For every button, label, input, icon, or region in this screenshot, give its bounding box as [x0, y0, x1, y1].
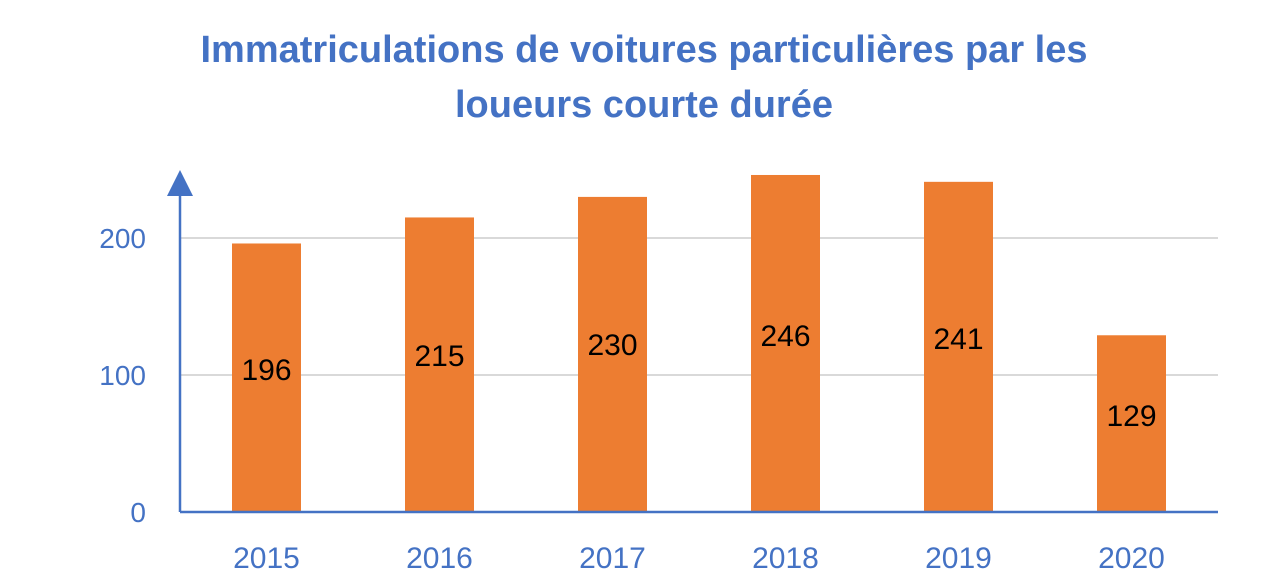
y-tick-labels: 0 100 200 [99, 223, 146, 528]
bar-2016 [405, 217, 474, 512]
data-label-2016: 215 [414, 340, 464, 373]
data-label-2019: 241 [933, 323, 983, 356]
y-tick-label-0: 0 [130, 497, 146, 528]
x-tick-label-2018: 2018 [752, 542, 819, 575]
data-label-2015: 196 [241, 354, 291, 387]
bar-2019 [924, 181, 993, 512]
gridlines [180, 237, 1218, 376]
y-axis-arrow-icon [167, 170, 193, 196]
bar-2017 [578, 196, 647, 512]
data-label-2020: 129 [1106, 400, 1156, 433]
x-tick-label-2015: 2015 [233, 542, 300, 575]
chart-title-line-2: loueurs courte durée [455, 84, 833, 126]
axes [167, 170, 1218, 514]
bar-2015 [232, 243, 301, 513]
data-labels: 196 215 230 246 241 129 [241, 320, 1156, 433]
y-tick-label-200: 200 [99, 223, 146, 254]
chart-title-line-1: Immatriculations de voitures particulièr… [201, 29, 1088, 71]
x-tick-label-2019: 2019 [925, 542, 992, 575]
bars [232, 174, 1166, 513]
x-tick-label-2020: 2020 [1098, 542, 1165, 575]
x-tick-labels: 2015 2016 2017 2018 2019 2020 [233, 542, 1165, 575]
chart-title: Immatriculations de voitures particulièr… [201, 29, 1088, 126]
data-label-2018: 246 [760, 320, 810, 353]
x-tick-label-2017: 2017 [579, 542, 646, 575]
bar-2020 [1097, 335, 1166, 512]
y-tick-label-100: 100 [99, 360, 146, 391]
data-label-2017: 230 [587, 329, 637, 362]
x-tick-label-2016: 2016 [406, 542, 473, 575]
bar-2018 [751, 174, 820, 513]
